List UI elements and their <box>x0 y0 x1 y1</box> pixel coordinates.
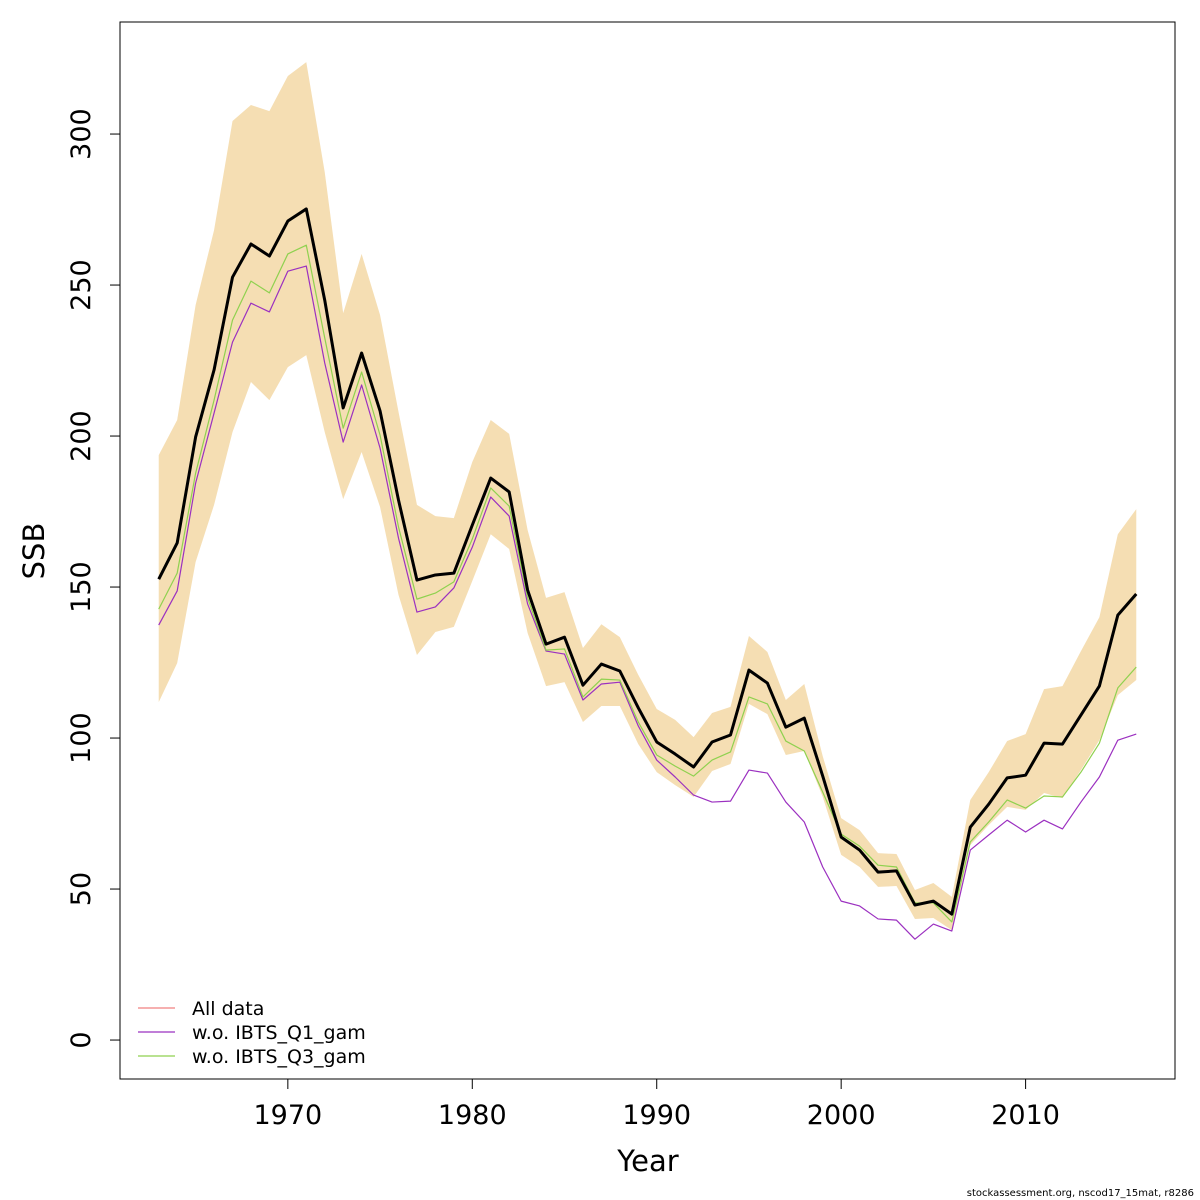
footer: stockassessment.org, nscod17_15mat, r828… <box>967 1188 1194 1199</box>
legend-label: All data <box>192 998 264 1020</box>
y-axis-title: SSB <box>17 523 51 580</box>
plot-frame <box>119 21 1176 1080</box>
x-tick-label: 2010 <box>991 1100 1060 1131</box>
y-tick-label: 200 <box>66 410 97 462</box>
confidence-band <box>158 62 1137 931</box>
series-line <box>158 244 1137 923</box>
legend-label: w.o. IBTS_Q3_gam <box>192 1046 366 1068</box>
y-tick-label: 150 <box>66 561 97 613</box>
y-tick-label: 100 <box>66 712 97 764</box>
y-tick-label: 300 <box>66 108 97 160</box>
y-tick-label: 0 <box>66 1031 97 1048</box>
series-line <box>158 265 1137 940</box>
x-tick-label: 1970 <box>253 1100 322 1131</box>
y-tick-label: 50 <box>66 872 97 906</box>
x-tick-label: 1990 <box>622 1100 691 1131</box>
x-tick-label: 2000 <box>807 1100 876 1131</box>
x-tick-label: 1980 <box>438 1100 507 1131</box>
estimate-line <box>157 207 1138 916</box>
y-tick-label: 250 <box>66 259 97 311</box>
legend-label: w.o. IBTS_Q1_gam <box>192 1022 366 1044</box>
x-axis-title: Year <box>616 1144 678 1178</box>
